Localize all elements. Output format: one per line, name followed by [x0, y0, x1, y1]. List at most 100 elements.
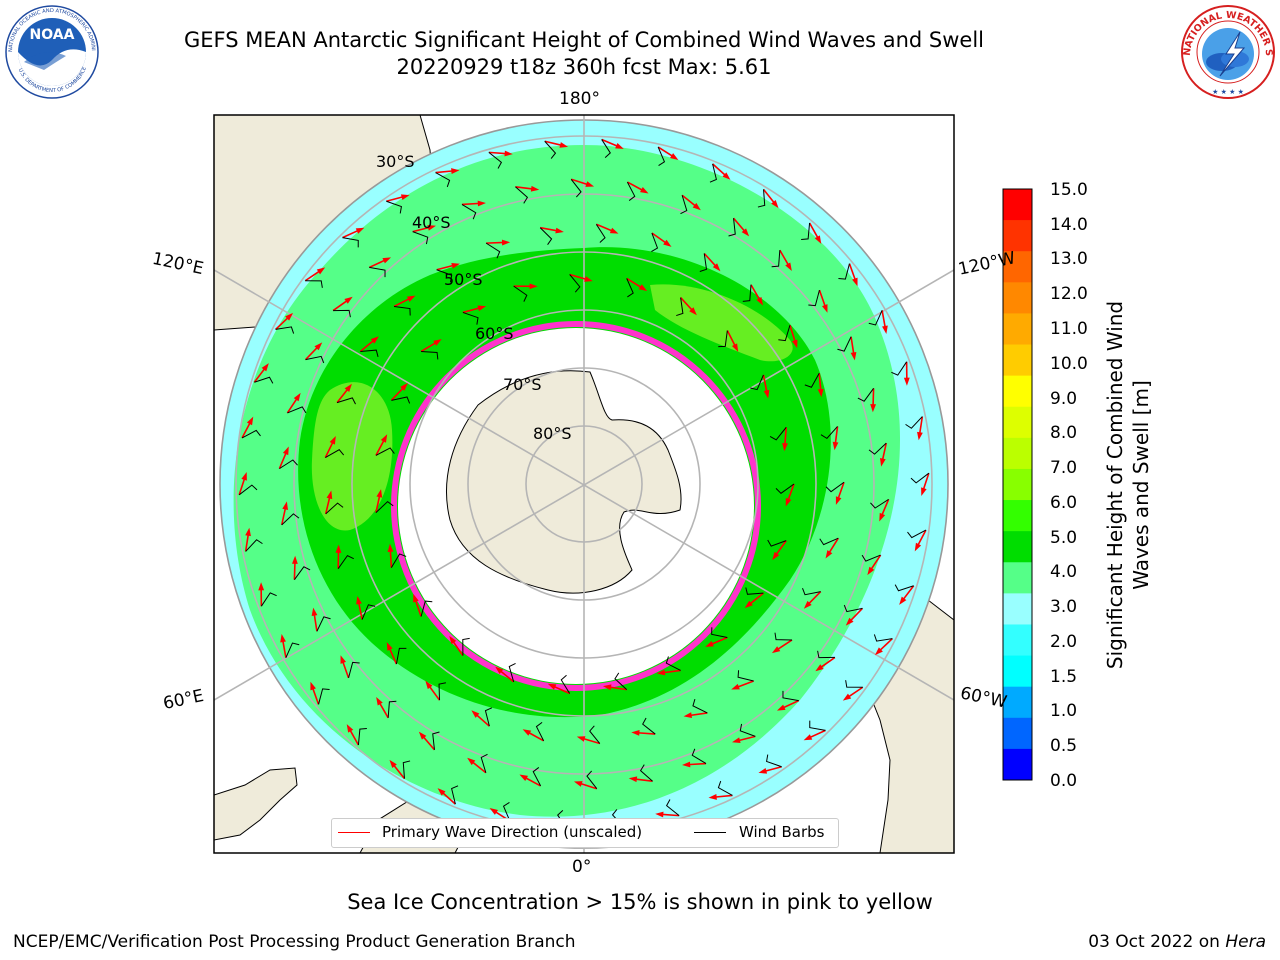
wave-arrow-head: [282, 501, 288, 510]
wave-arrow-head: [874, 647, 883, 656]
colorbar-segment: [1003, 189, 1032, 221]
wave-arrow: [324, 441, 334, 458]
lat-label-40s: 40°S: [412, 213, 451, 232]
wind-barb: [535, 721, 545, 742]
wave-arrow: [712, 163, 727, 177]
wave-arrow-head: [785, 497, 792, 507]
colorbar-tick: 11.0: [1050, 319, 1088, 339]
wave-arrow-head: [413, 593, 419, 603]
wind-barb: [837, 336, 852, 352]
wave-arrow: [762, 374, 768, 393]
lon-label-0: 0°: [572, 857, 592, 877]
wind-barb: [817, 650, 835, 659]
lat-label-80s: 80°S: [533, 424, 572, 443]
wind-barb: [502, 801, 511, 822]
wind-barb: [325, 449, 345, 459]
wave-arrow-head: [584, 276, 593, 282]
wave-arrow: [336, 388, 349, 404]
wave-arrow-head: [519, 774, 528, 781]
wave-arrow: [737, 735, 756, 742]
wind-barb: [742, 284, 752, 302]
wind-barb: [325, 502, 344, 515]
wave-arrow-head: [316, 267, 326, 275]
wind-barb: [281, 513, 300, 526]
colorbar-segment: [1003, 468, 1032, 501]
svg-text:★ ★ ★ ★: ★ ★ ★ ★: [1212, 88, 1244, 96]
wave-arrow-head: [917, 431, 923, 441]
wave-arrow: [787, 483, 795, 502]
wind-barb: [825, 481, 845, 493]
wave-arrow: [848, 263, 857, 281]
wave-arrow: [386, 195, 404, 203]
wave-arrow-head: [427, 224, 436, 231]
wave-arrow: [341, 660, 350, 679]
wave-arrow-head: [501, 239, 511, 246]
wind-barb: [254, 376, 274, 384]
wave-arrow-head: [756, 297, 763, 306]
wind-barb: [462, 311, 479, 325]
wave-arrow: [241, 421, 252, 439]
wave-arrow-head: [880, 458, 886, 467]
wave-arrow-head: [771, 199, 779, 209]
wave-arrow-head: [832, 441, 839, 451]
wave-arrow-head: [280, 634, 286, 643]
wind-barb: [361, 604, 376, 620]
wave-arrow: [435, 170, 454, 174]
wind-barb: [626, 278, 634, 298]
ocean-field-peak-west: [311, 382, 393, 531]
wave-arrow-head: [791, 339, 798, 349]
wind-barb: [728, 218, 736, 237]
wind-barb: [484, 707, 493, 727]
wave-arrow-head: [258, 582, 265, 591]
wind-barb: [757, 189, 766, 208]
wave-arrow: [582, 737, 601, 745]
wind-barb: [774, 632, 793, 641]
wave-arrow-head: [376, 697, 383, 706]
wave-arrow: [286, 397, 299, 414]
wave-arrow-head: [433, 339, 442, 346]
wind-barb: [375, 447, 395, 456]
wave-arrow-head: [400, 194, 410, 200]
wind-barb: [891, 361, 908, 376]
wave-arrow: [680, 297, 694, 312]
wave-arrow-head: [914, 542, 922, 552]
colorbar-segment: [1003, 282, 1032, 314]
wind-barb: [508, 662, 516, 683]
colorbar-tick: 0.0: [1050, 771, 1078, 791]
wind-barb: [691, 748, 707, 764]
colorbar-tick: 0.5: [1050, 736, 1078, 756]
wind-barb: [480, 753, 488, 773]
wave-arrow-head: [921, 487, 927, 496]
wave-arrow: [807, 591, 822, 605]
wind-barb: [845, 680, 863, 688]
wind-barb: [589, 725, 601, 744]
wave-arrow-head: [835, 496, 842, 505]
wave-arrow: [626, 277, 643, 289]
wave-arrow-head: [400, 382, 408, 391]
wind-barb: [910, 472, 930, 484]
colorbar-tick: 7.0: [1050, 458, 1078, 478]
wind-barb: [560, 674, 571, 694]
antarctica-landmass: [446, 370, 682, 594]
colorbar-tick: 3.0: [1050, 597, 1078, 617]
footer-date-text: 03 Oct 2022 on: [1088, 932, 1226, 952]
wave-arrow-head: [241, 472, 247, 481]
wind-barb: [894, 584, 914, 592]
wave-arrow-head: [850, 351, 857, 361]
wind-barb: [692, 698, 708, 714]
wave-arrow: [368, 259, 386, 269]
wave-arrow-head: [310, 681, 316, 691]
wind-barb: [238, 484, 258, 496]
wind-barb: [857, 387, 874, 402]
lat-label-30s: 30°S: [376, 152, 415, 171]
wave-arrow: [634, 778, 653, 782]
wave-arrow: [293, 561, 296, 580]
wave-arrow-head: [628, 776, 638, 783]
wave-arrow-head: [615, 142, 624, 149]
wave-arrow-head: [282, 446, 289, 456]
wind-barb: [868, 310, 883, 326]
wind-barb: [809, 720, 826, 731]
wave-arrow-head: [817, 388, 824, 398]
wind-barb: [665, 656, 681, 671]
wave-arrow-head: [602, 684, 612, 691]
